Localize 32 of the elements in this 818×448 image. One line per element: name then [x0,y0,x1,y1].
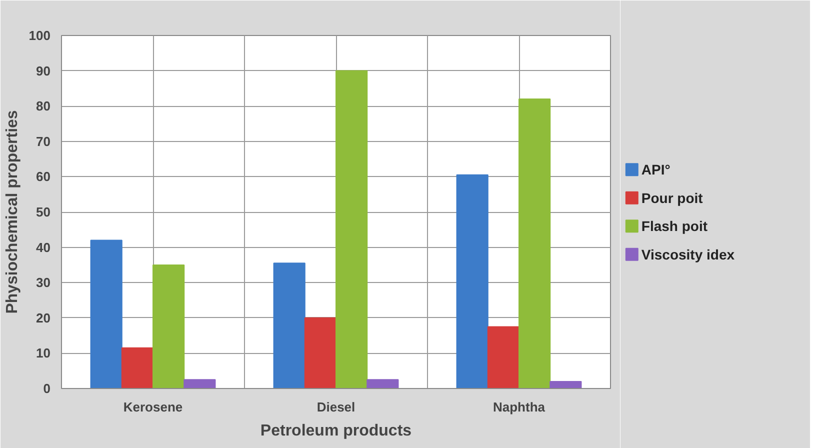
y-tick-label: 30 [36,275,51,290]
y-tick-label: 10 [36,346,51,361]
y-tick-label: 100 [28,28,51,43]
legend-label: Pour poit [641,190,704,206]
bar [152,264,185,388]
y-axis-title: Physiochemical properties [4,110,21,314]
y-tick-label: 80 [36,98,51,114]
y-tick-label: 20 [36,310,51,326]
bar [304,317,336,388]
bar [273,262,306,388]
bar [550,380,582,388]
legend-label: API° [641,162,670,178]
bar [456,174,488,388]
y-tick-label: 70 [36,134,51,149]
bar [487,326,520,388]
y-tick-label: 90 [36,63,51,78]
bar [518,98,551,388]
y-tick-label: 60 [36,169,51,184]
y-tick-label: 50 [36,204,51,220]
legend-label: Flash poit [641,218,708,234]
x-tick-label: Kerosene [123,400,183,414]
x-tick-label: Diesel [316,400,356,414]
x-tick-label: Naphtha [493,400,546,414]
bar [336,70,368,388]
bar [184,379,216,388]
bar [90,240,122,388]
y-tick-label: 0 [43,381,51,396]
bar [366,379,399,388]
legend-label: Viscosity idex [641,246,735,262]
bar [121,347,154,388]
y-tick-label: 40 [36,240,51,255]
x-axis-title: Petroleum products [260,422,412,440]
